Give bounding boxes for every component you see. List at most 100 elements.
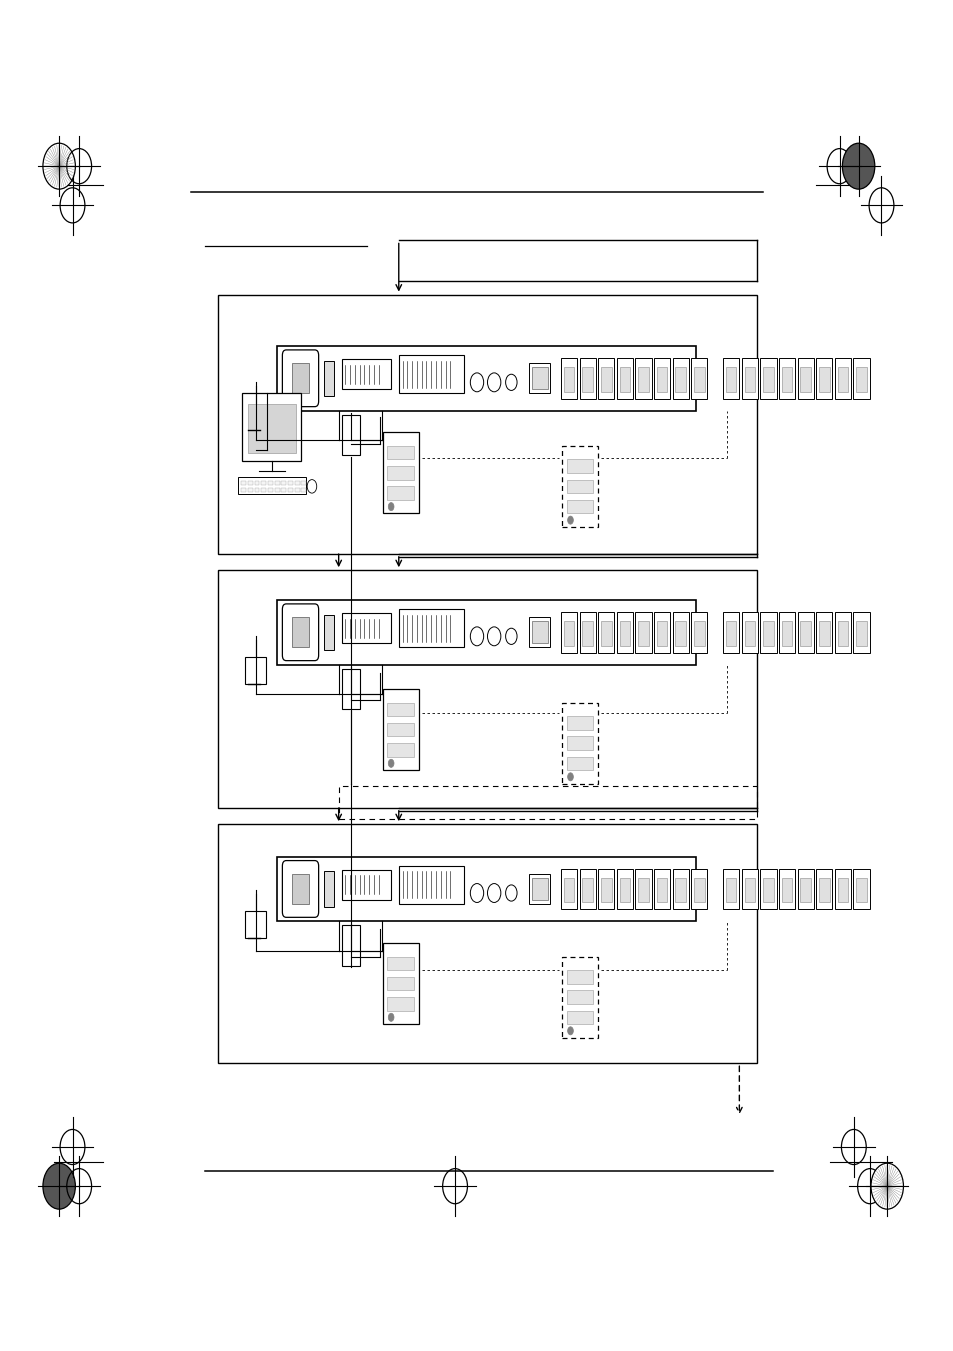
FancyBboxPatch shape (725, 367, 736, 392)
FancyBboxPatch shape (294, 488, 299, 492)
FancyBboxPatch shape (398, 609, 463, 647)
FancyBboxPatch shape (743, 878, 755, 902)
FancyBboxPatch shape (282, 861, 318, 917)
FancyBboxPatch shape (382, 943, 418, 1024)
FancyBboxPatch shape (635, 358, 651, 399)
FancyBboxPatch shape (387, 466, 414, 480)
FancyBboxPatch shape (818, 878, 829, 902)
FancyBboxPatch shape (638, 878, 648, 902)
FancyBboxPatch shape (760, 358, 776, 399)
Circle shape (567, 1027, 573, 1035)
FancyBboxPatch shape (694, 878, 704, 902)
FancyBboxPatch shape (387, 997, 414, 1011)
FancyBboxPatch shape (852, 612, 869, 653)
FancyBboxPatch shape (387, 977, 414, 990)
FancyBboxPatch shape (261, 488, 266, 492)
Circle shape (388, 503, 394, 511)
FancyBboxPatch shape (816, 358, 831, 399)
FancyBboxPatch shape (563, 878, 574, 902)
FancyBboxPatch shape (657, 367, 667, 392)
Circle shape (567, 516, 573, 524)
FancyBboxPatch shape (675, 878, 685, 902)
FancyBboxPatch shape (342, 669, 359, 709)
FancyBboxPatch shape (341, 359, 391, 389)
FancyBboxPatch shape (694, 621, 704, 646)
FancyBboxPatch shape (387, 486, 414, 500)
FancyBboxPatch shape (654, 358, 670, 399)
FancyBboxPatch shape (341, 870, 391, 900)
FancyBboxPatch shape (294, 481, 299, 485)
FancyBboxPatch shape (741, 612, 757, 653)
FancyBboxPatch shape (741, 869, 757, 909)
FancyBboxPatch shape (292, 617, 309, 647)
FancyBboxPatch shape (578, 358, 595, 399)
FancyBboxPatch shape (560, 869, 577, 909)
FancyBboxPatch shape (616, 358, 633, 399)
Circle shape (470, 627, 483, 646)
FancyBboxPatch shape (690, 869, 707, 909)
Circle shape (307, 480, 316, 493)
FancyBboxPatch shape (276, 857, 696, 921)
FancyBboxPatch shape (672, 612, 688, 653)
FancyBboxPatch shape (529, 363, 550, 393)
FancyBboxPatch shape (619, 367, 629, 392)
FancyBboxPatch shape (781, 878, 791, 902)
FancyBboxPatch shape (852, 358, 869, 399)
FancyBboxPatch shape (638, 367, 648, 392)
FancyBboxPatch shape (834, 358, 850, 399)
FancyBboxPatch shape (248, 481, 253, 485)
FancyBboxPatch shape (288, 481, 293, 485)
FancyBboxPatch shape (743, 367, 755, 392)
FancyBboxPatch shape (856, 878, 865, 902)
FancyBboxPatch shape (638, 621, 648, 646)
FancyBboxPatch shape (532, 878, 547, 900)
Circle shape (505, 885, 517, 901)
Circle shape (841, 143, 874, 189)
FancyBboxPatch shape (301, 488, 306, 492)
FancyBboxPatch shape (566, 970, 593, 984)
FancyBboxPatch shape (566, 500, 593, 513)
FancyBboxPatch shape (781, 367, 791, 392)
FancyBboxPatch shape (760, 612, 776, 653)
FancyBboxPatch shape (598, 869, 614, 909)
FancyBboxPatch shape (694, 367, 704, 392)
FancyBboxPatch shape (741, 358, 757, 399)
FancyBboxPatch shape (387, 703, 414, 716)
FancyBboxPatch shape (237, 477, 306, 494)
FancyBboxPatch shape (245, 911, 266, 938)
Circle shape (470, 373, 483, 392)
FancyBboxPatch shape (341, 613, 391, 643)
FancyBboxPatch shape (675, 621, 685, 646)
FancyBboxPatch shape (816, 612, 831, 653)
FancyBboxPatch shape (276, 346, 696, 411)
FancyBboxPatch shape (324, 361, 334, 396)
FancyBboxPatch shape (301, 481, 306, 485)
FancyBboxPatch shape (852, 869, 869, 909)
FancyBboxPatch shape (635, 612, 651, 653)
FancyBboxPatch shape (797, 612, 813, 653)
FancyBboxPatch shape (837, 621, 847, 646)
FancyBboxPatch shape (722, 358, 739, 399)
FancyBboxPatch shape (282, 350, 318, 407)
FancyBboxPatch shape (818, 621, 829, 646)
FancyBboxPatch shape (581, 878, 592, 902)
FancyBboxPatch shape (382, 432, 418, 513)
FancyBboxPatch shape (566, 736, 593, 750)
Circle shape (870, 1163, 902, 1209)
FancyBboxPatch shape (254, 488, 259, 492)
FancyBboxPatch shape (276, 600, 696, 665)
FancyBboxPatch shape (268, 481, 273, 485)
FancyBboxPatch shape (672, 869, 688, 909)
FancyBboxPatch shape (387, 723, 414, 736)
FancyBboxPatch shape (690, 612, 707, 653)
FancyBboxPatch shape (561, 957, 598, 1038)
FancyBboxPatch shape (281, 488, 286, 492)
FancyBboxPatch shape (245, 403, 266, 430)
FancyBboxPatch shape (654, 612, 670, 653)
FancyBboxPatch shape (781, 621, 791, 646)
FancyBboxPatch shape (800, 878, 810, 902)
FancyBboxPatch shape (248, 404, 295, 453)
FancyBboxPatch shape (254, 481, 259, 485)
FancyBboxPatch shape (581, 367, 592, 392)
FancyBboxPatch shape (762, 367, 773, 392)
